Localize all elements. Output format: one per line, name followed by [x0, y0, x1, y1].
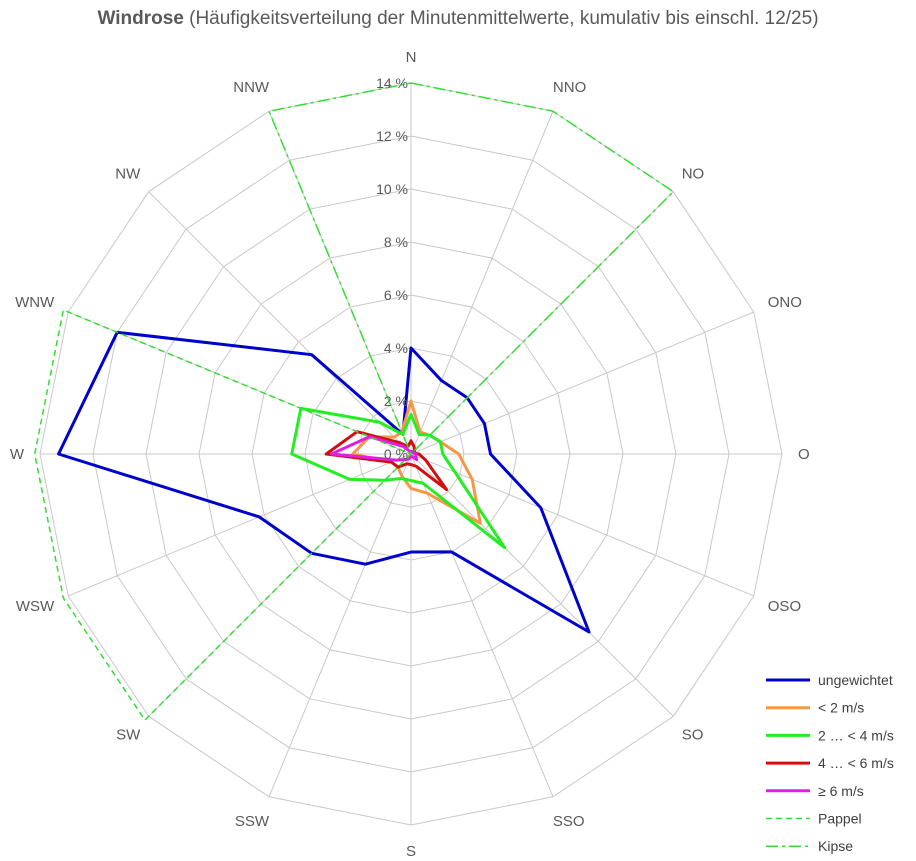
direction-label: N	[406, 49, 417, 66]
direction-label: WSW	[16, 598, 55, 615]
grid-spoke	[268, 453, 412, 797]
series-line-4	[330, 435, 419, 462]
direction-label: NNW	[233, 79, 270, 96]
radial-tick-label: 10 %	[376, 181, 408, 197]
direction-label: SSW	[235, 813, 270, 830]
legend-label: ≥ 6 m/s	[818, 783, 864, 799]
grid-spoke	[410, 111, 554, 455]
series-line-5	[33, 309, 412, 721]
grid-spoke	[410, 453, 554, 797]
series-line-6	[268, 82, 675, 455]
direction-label: NO	[682, 165, 705, 182]
legend-label: 2 … < 4 m/s	[818, 727, 894, 743]
chart-title-rest: (Häufigkeitsverteilung der Minutenmittel…	[183, 8, 819, 29]
radial-tick-label: 12 %	[376, 128, 408, 144]
radial-tick-label: 8 %	[384, 234, 408, 250]
legend-label: Kipse	[818, 838, 853, 854]
direction-label: OSO	[768, 598, 801, 615]
grid-spoke	[68, 453, 412, 597]
direction-label: SO	[682, 727, 704, 744]
series-line-0	[57, 330, 591, 634]
axis-labels: 0 % 2 % 4 % 6 % 8 % 10 % 12 % 14 % N NNO NO ONO O OSO…	[10, 49, 810, 860]
chart-title-bold: Windrose	[97, 8, 184, 29]
direction-label: NNO	[553, 79, 586, 96]
series-lines	[33, 82, 675, 721]
series-line-2	[290, 406, 507, 550]
legend-label: ungewichtet	[818, 672, 893, 688]
grid-spoke	[410, 311, 754, 455]
chart-title: Windrose (Häufigkeitsverteilung der Minu…	[0, 8, 916, 30]
direction-label: SW	[116, 727, 141, 744]
direction-label: NW	[115, 165, 141, 182]
grid-spoke	[148, 191, 412, 455]
direction-label: WNW	[15, 294, 55, 311]
radial-tick-label: 0 %	[384, 446, 408, 462]
radial-tick-label: 14 %	[376, 75, 408, 91]
legend-label: 4 … < 6 m/s	[818, 755, 894, 771]
direction-label: S	[406, 843, 416, 860]
radial-tick-label: 2 %	[384, 393, 408, 409]
direction-label: ONO	[768, 294, 802, 311]
grid-spoke	[410, 453, 754, 597]
grid-spoke	[410, 453, 674, 717]
legend-label: < 2 m/s	[818, 700, 864, 716]
direction-label: O	[798, 446, 810, 463]
radial-tick-label: 4 %	[384, 340, 408, 356]
radial-tick-label: 6 %	[384, 287, 408, 303]
direction-label: SSO	[553, 813, 585, 830]
legend: ungewichtet < 2 m/s 2 … < 4 m/s 4 … < 6 m/s…	[766, 672, 894, 854]
legend-label: Pappel	[818, 811, 862, 827]
direction-label: W	[10, 446, 25, 463]
